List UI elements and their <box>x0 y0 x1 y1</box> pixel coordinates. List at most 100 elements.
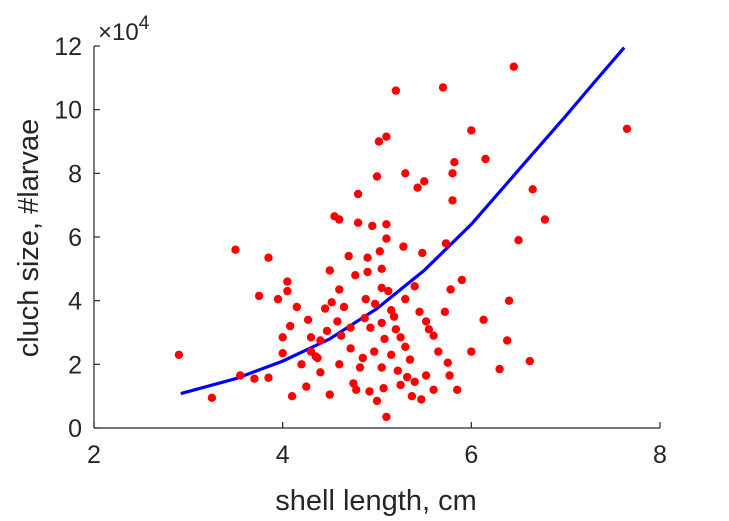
data-point <box>380 334 389 344</box>
data-point <box>344 251 353 261</box>
data-point <box>327 298 336 307</box>
data-point <box>384 286 393 296</box>
y-tick-label: 2 <box>68 351 82 379</box>
data-point <box>313 353 322 363</box>
data-point <box>415 307 424 316</box>
data-point <box>297 360 306 369</box>
fit-curve-line <box>180 46 626 396</box>
x-tick-label: 8 <box>653 441 667 469</box>
data-point <box>429 331 438 340</box>
data-point <box>403 372 412 382</box>
data-point <box>254 291 264 301</box>
data-point <box>322 326 332 336</box>
data-point <box>396 380 405 390</box>
data-point <box>174 350 184 359</box>
x-tick-label: 2 <box>87 441 101 469</box>
data-point <box>377 318 386 328</box>
data-point <box>361 294 370 304</box>
data-point <box>525 356 534 366</box>
y-tick-label: 6 <box>68 224 82 252</box>
data-point <box>236 371 245 380</box>
data-point <box>401 169 410 178</box>
y-tick-label: 4 <box>68 288 82 316</box>
data-point <box>391 325 401 334</box>
data-point <box>429 385 438 394</box>
data-point <box>306 333 316 342</box>
y-axis-multiplier: ×104 <box>98 13 150 46</box>
data-point <box>358 353 367 363</box>
data-point <box>622 124 632 133</box>
data-point <box>231 245 240 254</box>
data-point <box>335 360 344 369</box>
data-point <box>264 373 273 382</box>
data-point <box>509 62 518 71</box>
data-point <box>355 363 365 372</box>
data-point <box>503 336 512 345</box>
data-point <box>420 177 429 186</box>
data-point <box>382 412 391 422</box>
data-point <box>363 267 372 277</box>
data-point <box>353 189 363 199</box>
scatter-points-layer <box>174 62 632 422</box>
data-point <box>337 331 346 340</box>
labels-layer: shell length, cm cluch size, #larvae ×10… <box>13 13 477 517</box>
data-point <box>453 385 462 394</box>
data-point <box>528 185 537 194</box>
data-point <box>389 312 399 321</box>
data-point <box>448 196 457 205</box>
data-point <box>387 350 396 359</box>
data-point <box>368 221 377 231</box>
data-point <box>467 347 476 356</box>
data-point <box>413 183 422 192</box>
data-point <box>287 392 297 401</box>
data-point <box>250 374 259 383</box>
data-point <box>349 379 358 388</box>
fit-curve-layer <box>180 46 626 396</box>
data-point <box>283 286 292 296</box>
data-point <box>377 283 386 293</box>
y-axis-label: cluch size, #larvae <box>13 119 45 358</box>
data-point <box>278 333 287 342</box>
data-point <box>377 363 386 372</box>
data-point <box>353 218 363 227</box>
data-point <box>370 347 379 356</box>
data-point <box>410 377 419 386</box>
data-point <box>540 215 550 224</box>
data-point <box>450 158 459 167</box>
x-tick-label: 6 <box>464 441 478 469</box>
data-point <box>207 393 217 402</box>
data-point <box>335 285 344 294</box>
data-point <box>421 317 431 326</box>
data-point <box>421 371 431 380</box>
data-point <box>273 294 283 304</box>
data-point <box>339 302 349 312</box>
data-point <box>401 342 410 351</box>
data-point <box>387 306 396 315</box>
data-point <box>360 314 369 323</box>
data-point <box>448 169 457 178</box>
data-point <box>481 154 490 164</box>
data-point <box>316 336 325 345</box>
data-point <box>325 266 334 275</box>
data-point <box>393 366 402 375</box>
data-point <box>443 358 452 367</box>
data-point <box>407 392 417 401</box>
data-point <box>399 242 408 251</box>
data-point <box>370 299 380 309</box>
data-point <box>346 323 355 332</box>
data-point <box>457 275 467 285</box>
data-point <box>335 215 344 224</box>
data-point <box>366 323 375 332</box>
data-point <box>325 390 334 399</box>
data-point <box>391 86 401 95</box>
data-point <box>424 325 434 334</box>
data-point <box>302 382 311 391</box>
data-point <box>352 385 361 394</box>
data-point <box>264 253 273 262</box>
data-point <box>316 368 325 377</box>
y-tick-label: 10 <box>54 97 82 125</box>
data-point <box>382 220 391 229</box>
data-point <box>286 321 295 331</box>
data-point <box>504 296 514 305</box>
